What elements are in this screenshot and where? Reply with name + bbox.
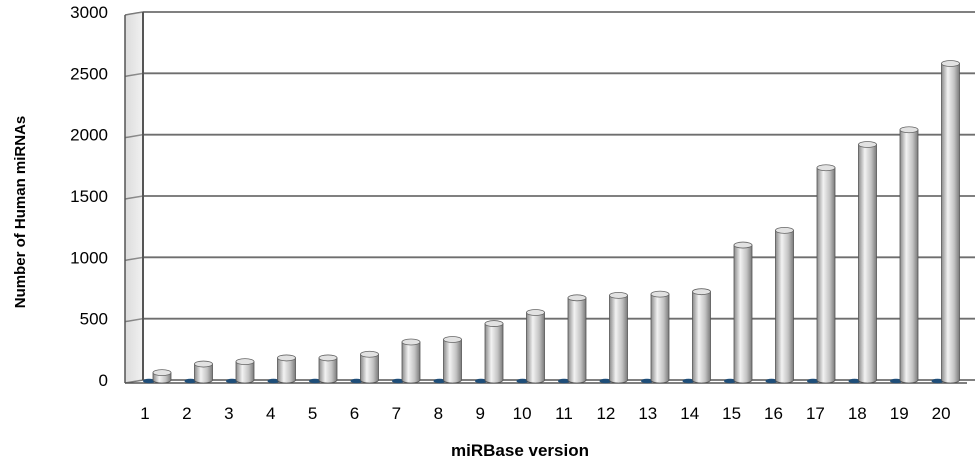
x-tick-label: 7 <box>392 404 401 423</box>
bar-top <box>775 226 794 234</box>
x-tick-label: 19 <box>890 404 909 423</box>
bar-top <box>360 350 379 358</box>
bar-top <box>526 309 545 316</box>
bar <box>235 361 255 384</box>
bar <box>899 129 919 384</box>
x-tick-label: 12 <box>596 404 615 423</box>
bar-secondary <box>682 378 695 384</box>
y-tick-label: 500 <box>80 310 108 329</box>
x-tick-label: 1 <box>140 404 149 423</box>
y-tick-label: 1000 <box>70 248 108 267</box>
bar-top <box>609 291 628 299</box>
bar-top <box>484 320 504 327</box>
bar <box>360 353 379 384</box>
bar-secondary <box>184 378 197 384</box>
bar-top <box>318 354 338 362</box>
bar <box>692 291 711 384</box>
bar-secondary <box>392 378 404 384</box>
x-tick-label: 17 <box>806 404 825 423</box>
bar <box>194 363 213 384</box>
bar-secondary <box>516 378 529 384</box>
x-tick-label: 2 <box>182 404 191 423</box>
x-tick-label: 10 <box>513 404 532 423</box>
bar <box>318 357 338 384</box>
bar <box>941 63 960 384</box>
bar <box>733 244 753 384</box>
x-tick-label: 14 <box>680 404 699 423</box>
y-tick-labels: 0 500 1000 1500 2000 2500 3000 <box>70 3 108 390</box>
y-tick-label: 2000 <box>70 126 108 145</box>
bar-top <box>858 141 877 148</box>
x-tick-label: 15 <box>722 404 741 423</box>
bar-secondary <box>475 378 487 384</box>
bar-top <box>443 336 462 343</box>
bar-top <box>816 164 836 172</box>
bar-top <box>567 294 587 302</box>
bar-secondary <box>309 378 321 384</box>
bar <box>816 167 836 384</box>
x-tick-label: 13 <box>638 404 657 423</box>
bar-secondary <box>931 378 944 384</box>
x-tick-labels: 1 2 3 4 5 6 7 8 9 10 11 12 13 14 15 16 17 18 19 20 <box>140 404 950 423</box>
bar-secondary <box>433 378 446 384</box>
bar <box>443 339 462 384</box>
x-axis-title: miRBase version <box>451 441 589 460</box>
axis-wall <box>125 12 143 383</box>
bar-secondary <box>143 378 155 384</box>
gridlines <box>124 11 975 384</box>
bar-secondary <box>765 378 778 384</box>
x-tick-label: 16 <box>764 404 783 423</box>
bar-top <box>401 338 421 346</box>
y-axis-wall <box>124 12 967 384</box>
bar <box>567 297 587 384</box>
bar <box>401 341 421 384</box>
bar-secondary <box>350 378 363 384</box>
bar-secondary <box>599 378 612 384</box>
bar-top <box>235 358 255 366</box>
x-tick-label: 11 <box>555 404 573 423</box>
x-tick-label: 3 <box>224 404 233 423</box>
y-tick-label: 0 <box>99 371 108 390</box>
y-tick-label: 3000 <box>70 3 108 22</box>
bar-secondary <box>641 378 653 384</box>
bar-top <box>194 360 213 368</box>
bar <box>858 144 877 384</box>
bar-top <box>692 288 711 296</box>
bar <box>775 229 794 384</box>
x-tick-label: 8 <box>434 404 443 423</box>
bar-secondary <box>558 378 570 384</box>
y-axis-title: Number of Human miRNAs <box>12 116 29 309</box>
bar <box>609 294 628 384</box>
bar-secondary <box>848 378 861 384</box>
bar-top <box>941 60 960 67</box>
x-tick-label: 9 <box>475 404 484 423</box>
bar <box>650 293 670 384</box>
bar <box>484 323 504 384</box>
bar <box>277 357 296 384</box>
bar-secondary <box>890 378 902 384</box>
bar-top <box>152 369 172 377</box>
bar-top <box>650 290 670 298</box>
x-tick-label: 4 <box>266 404 275 423</box>
bar-top <box>277 354 296 362</box>
bars <box>143 60 960 384</box>
bar-secondary <box>226 378 238 384</box>
bar-secondary <box>807 378 819 384</box>
y-tick-label: 2500 <box>70 64 108 83</box>
x-tick-label: 5 <box>308 404 317 423</box>
bar-top <box>733 241 753 249</box>
bar-secondary <box>724 378 736 384</box>
bar-secondary <box>267 378 280 384</box>
bar <box>526 312 545 384</box>
x-tick-label: 20 <box>932 404 951 423</box>
x-tick-label: 18 <box>848 404 867 423</box>
y-tick-label: 1500 <box>70 187 108 206</box>
bar-top <box>899 126 919 134</box>
x-tick-label: 6 <box>350 404 359 423</box>
